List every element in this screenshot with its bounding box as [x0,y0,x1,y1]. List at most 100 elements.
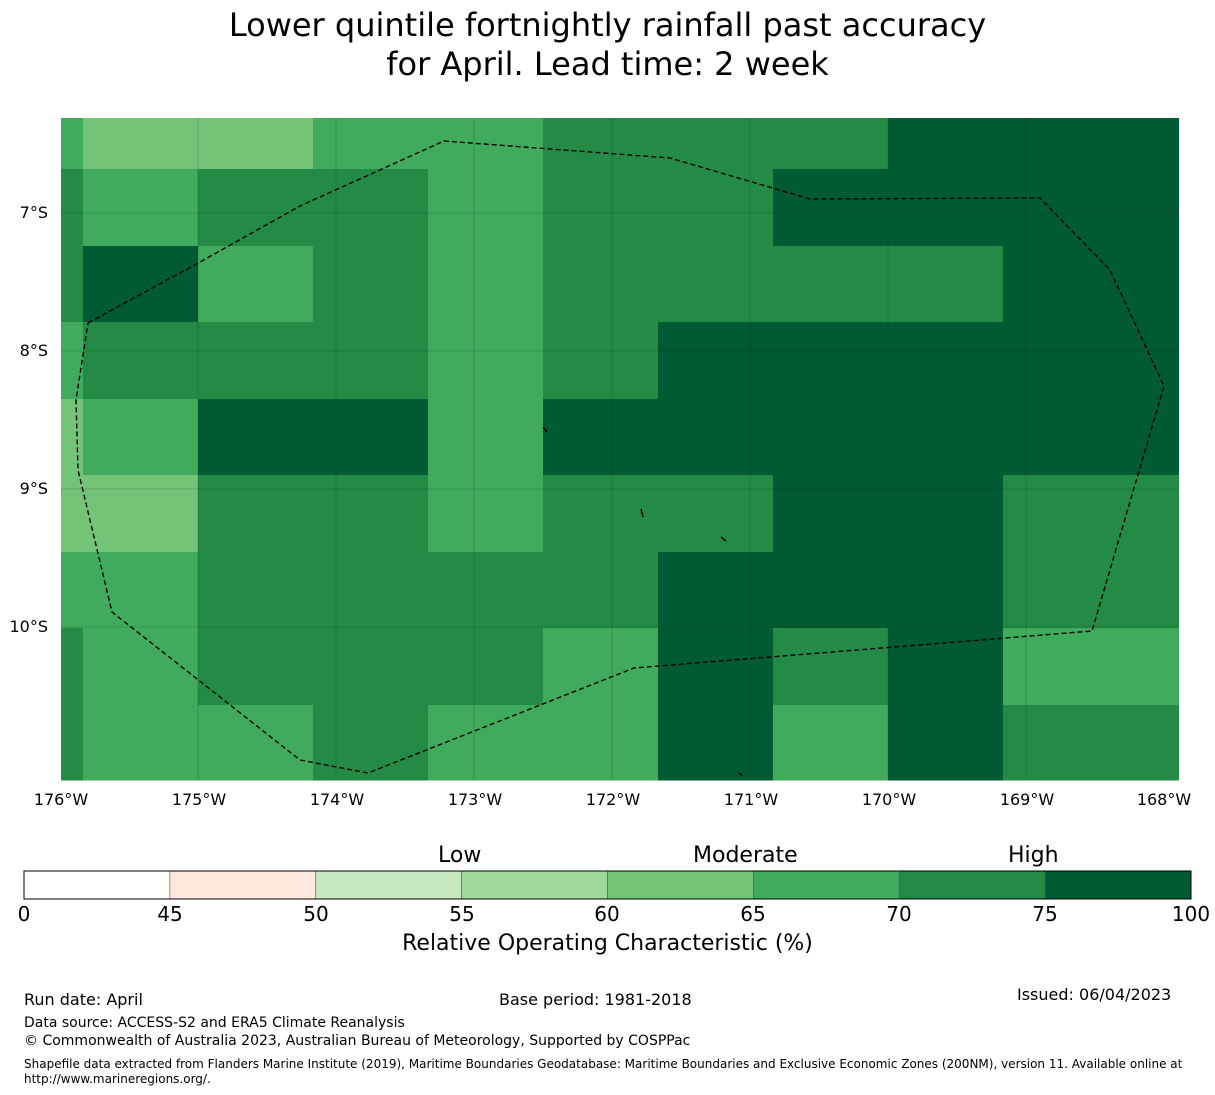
grid-cell [428,705,544,781]
grid-cell [888,322,1004,400]
grid-cell [313,322,429,400]
colorbar-segment [169,870,317,900]
grid-cell [313,705,429,781]
grid-cell [428,322,544,400]
grid-cell [61,246,84,323]
grid-cell [888,118,1004,170]
grid-cell [658,475,774,553]
grid-cell [313,552,429,629]
grid-cell [888,169,1004,247]
grid-cell [543,399,659,476]
grid-cell [313,475,429,553]
grid-cell [658,705,774,781]
grid-cell [61,399,84,476]
grid-cell [543,118,659,170]
grid-cell [773,552,889,629]
grid-cell [1003,552,1119,629]
grid-cell [428,552,544,629]
grid-cell [658,399,774,476]
grid-cell [83,399,199,476]
grid-cell [313,118,429,170]
colorbar-tick: 70 [886,902,912,926]
graticule [61,118,1179,780]
colorbar-segment [753,870,900,900]
grid-cell [198,322,314,400]
category-label-moderate: Moderate [693,843,798,868]
grid-cell [658,169,774,247]
grid-cell [61,705,84,781]
base-period: Base period: 1981-2018 [499,990,692,1009]
grid-cell [61,118,84,170]
grid-cell [1003,705,1119,781]
grid-cell [543,322,659,400]
grid-cell [83,322,199,400]
lon-label: 175°W [171,790,227,809]
lon-label: 168°W [1136,790,1192,809]
colorbar-segment [1044,870,1192,900]
colorbar-segment [315,870,462,900]
grid-cell [888,246,1004,323]
title-line-2: for April. Lead time: 2 week [386,45,829,83]
lon-label: 176°W [33,790,89,809]
colorbar-tick: 75 [1032,902,1058,926]
grid-cell [888,552,1004,629]
data-source: Data source: ACCESS-S2 and ERA5 Climate … [24,1015,405,1031]
grid-cell [773,475,889,553]
grid-cell [543,552,659,629]
colorbar-tick: 100 [1171,902,1211,926]
grid-cell [773,118,889,170]
island-mark [542,426,548,433]
grid-cell [543,169,659,247]
grid-cell [773,322,889,400]
title-line-1: Lower quintile fortnightly rainfall past… [228,6,987,44]
grid-cell [1118,322,1179,400]
grid-cell [1118,475,1179,553]
grid-cell [543,705,659,781]
grid-cell [658,552,774,629]
grid-cell [83,169,199,247]
lon-label: 173°W [447,790,503,809]
category-label-low: Low [438,843,482,868]
colorbar-border [23,870,1192,900]
lat-label: 9°S [19,479,48,498]
colorbar-tick: 60 [594,902,620,926]
grid-cell [1118,246,1179,323]
grid-cell [61,169,84,247]
grid-cell [61,322,84,400]
grid-cell [888,628,1004,706]
grid-cell [198,705,314,781]
grid-cell [428,169,544,247]
grid-cell [888,705,1004,781]
grid-cell [61,475,84,553]
grid-cell [658,628,774,706]
island-mark [738,772,743,776]
colorbar-segment [898,870,1046,900]
colorbar-tick: 55 [449,902,475,926]
grid-cell [313,628,429,706]
grid-cell [1003,399,1119,476]
grid-cell [428,628,544,706]
grid-cell [83,246,199,323]
grid-cell [313,399,429,476]
lat-label: 7°S [19,203,48,222]
grid-cell [1118,628,1179,706]
grid-cell [1003,475,1119,553]
grid-cell [428,475,544,553]
grid-cell [543,628,659,706]
grid-cell [198,246,314,323]
grid-cell [543,246,659,323]
lon-label: 169°W [999,790,1055,809]
colorbar [23,870,1192,900]
shapefile-credit-line-1: Shapefile data extracted from Flanders M… [24,1057,1183,1071]
grid-cell [1118,552,1179,629]
grid-cell [313,169,429,247]
colorbar-tick: 65 [740,902,766,926]
grid-cell [61,552,84,629]
grid-cell [773,399,889,476]
lon-label: 171°W [723,790,779,809]
grid-cell [658,246,774,323]
grid-cell [543,475,659,553]
colorbar-tick: 0 [17,902,31,926]
eez-boundary [75,140,1165,774]
